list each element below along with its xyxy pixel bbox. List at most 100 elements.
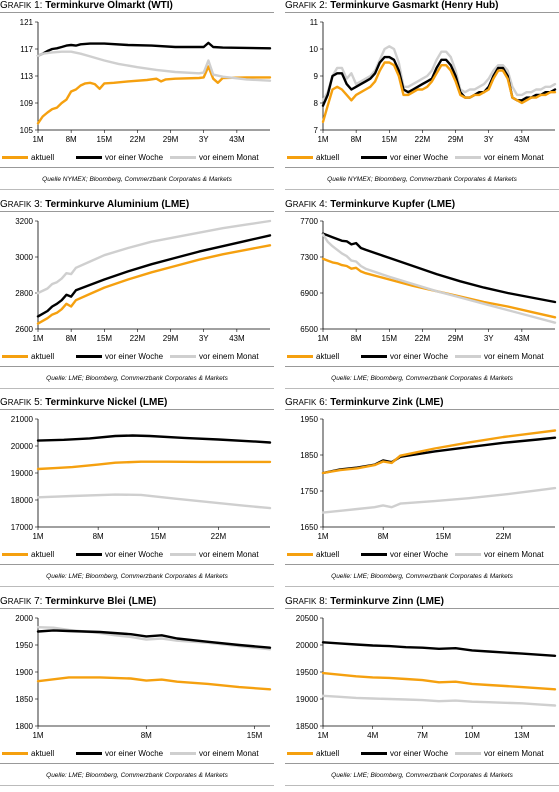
chart-source: Quelle NYMEX; Bloomberg, Commerzbank Cor… [327,176,517,183]
panel-bottom-rule [285,586,559,587]
legend-swatch [455,156,481,159]
series-line-aktuell [321,429,557,475]
legend-swatch [361,355,387,358]
x-tick-label: 29M [163,334,179,343]
x-tick-label: 22M [130,135,146,144]
legend-item-monat: vor einem Monat [170,153,259,162]
series-line-aktuell [321,257,557,319]
x-tick-label: 4M [367,731,378,740]
legend-item-woche: vor einer Woche [76,153,163,162]
chart-plot: 18500 19000 19500 20000 20500 1M 4M 7M 10M 13M [296,614,557,740]
x-tick-label: 8M [351,334,362,343]
series-line-aktuell [36,460,272,471]
x-tick-label: 8M [141,731,152,740]
chart-source: Quelle: LME; Bloomberg, Commerzbank Corp… [331,573,513,580]
legend-item-monat: vor einem Monat [455,153,544,162]
legend-swatch [2,355,28,358]
chart-panel-2: GRAFIK 2: Terminkurve Gasmarkt (Henry Hu… [285,0,559,196]
legend-label: vor einem Monat [199,749,259,758]
chart-title: GRAFIK 1: Terminkurve Ölmarkt (WTI) [0,0,274,12]
chart-panel-6: GRAFIK 6: Terminkurve Zink (LME) 1650 1750… [285,397,559,593]
x-tick-label: 13M [514,731,530,740]
chart-source: Quelle NYMEX; Bloomberg, Commerzbank Cor… [42,176,232,183]
legend-rule [0,564,274,565]
x-tick-label: 1M [32,731,43,740]
y-tick-label: 19000 [11,469,34,478]
legend-label: vor einem Monat [484,749,544,758]
chart-title-text: Terminkurve Ölmarkt (WTI) [45,0,173,11]
panel-bottom-rule [0,189,274,190]
x-tick-label: 22M [130,334,146,343]
legend-item-woche: vor einer Woche [361,352,448,361]
x-tick-label: 15M [382,334,398,343]
chart-legend: aktuell vor einer Woche vor einem Monat [287,749,559,760]
title-rule [0,608,274,609]
series-line-woche [36,629,272,649]
series-line-monat [321,45,557,102]
legend-rule [285,366,559,367]
graph-number: 8: [316,596,331,607]
y-tick-label: 113 [20,72,33,81]
graph-label: GRAFIK [285,199,317,210]
legend-swatch [455,752,481,755]
legend-rule [285,564,559,565]
legend-label: vor einer Woche [390,153,449,162]
chart-title-text: Terminkurve Aluminium (LME) [45,199,190,210]
series-line-aktuell [36,244,272,325]
legend-label: aktuell [316,153,340,162]
x-tick-label: 29M [448,135,464,144]
chart-title-text: Terminkurve Zinn (LME) [330,596,444,607]
y-tick-label: 3000 [15,253,33,262]
y-tick-label: 11 [310,18,319,27]
series-line-monat [321,233,557,324]
x-tick-label: 15M [436,532,452,541]
legend-swatch [287,156,313,159]
title-rule [285,608,559,609]
legend-swatch [76,553,102,556]
y-tick-label: 1650 [300,523,318,532]
x-tick-label: 22M [211,532,227,541]
x-tick-label: 15M [97,135,113,144]
chart-panel-8: GRAFIK 8: Terminkurve Zinn (LME) 18500 190… [285,596,559,792]
x-tick-label: 43M [514,334,530,343]
series-line-monat [36,219,272,295]
chart-source: Quelle: LME; Bloomberg, Commerzbank Corp… [46,772,228,779]
x-tick-label: 22M [496,532,512,541]
graph-number: 2: [316,0,331,11]
legend-label: vor einem Monat [199,153,259,162]
chart-title-text: Terminkurve Gasmarkt (Henry Hub) [330,0,499,11]
legend-label: vor einem Monat [484,352,544,361]
legend-label: aktuell [316,749,340,758]
series-line-aktuell [321,61,557,124]
legend-label: vor einem Monat [199,550,259,559]
series-line-aktuell [36,676,272,691]
title-rule [285,409,559,410]
x-tick-label: 8M [351,135,362,144]
legend-label: vor einer Woche [105,749,164,758]
chart-legend: aktuell vor einer Woche vor einem Monat [2,749,274,760]
legend-rule [0,167,274,168]
title-rule [0,211,274,212]
graph-label: GRAFIK [285,0,317,11]
chart-panel-5: GRAFIK 5: Terminkurve Nickel (LME) 17000 1… [0,397,274,593]
x-tick-label: 1M [317,532,328,541]
chart-plot: 7 8 9 10 11 1M 8M 15M 22M 29M 3Y 43M [309,18,557,144]
chart-plot: 17000 18000 19000 20000 21000 1M 8M 15M 22M [11,415,272,541]
x-tick-label: 1M [317,135,328,144]
x-tick-label: 8M [66,135,77,144]
chart-plot: 105 109 113 117 121 1M 8M 15M 22M 29M 3Y 43M [20,18,272,144]
series-line-woche [321,232,557,304]
chart-plot: 1800 1850 1900 1950 2000 1M 8M 15M [15,614,272,740]
legend-swatch [455,553,481,556]
x-tick-label: 1M [317,731,328,740]
y-tick-label: 1900 [15,668,33,677]
x-tick-label: 22M [415,334,431,343]
legend-item-aktuell: aktuell [287,550,339,559]
y-tick-label: 20000 [296,641,319,650]
y-tick-label: 8 [314,99,319,108]
x-tick-label: 3Y [484,135,494,144]
chart-title-text: Terminkurve Nickel (LME) [45,397,168,408]
x-tick-label: 43M [229,135,245,144]
graph-label: GRAFIK [0,596,32,607]
legend-label: vor einem Monat [484,550,544,559]
